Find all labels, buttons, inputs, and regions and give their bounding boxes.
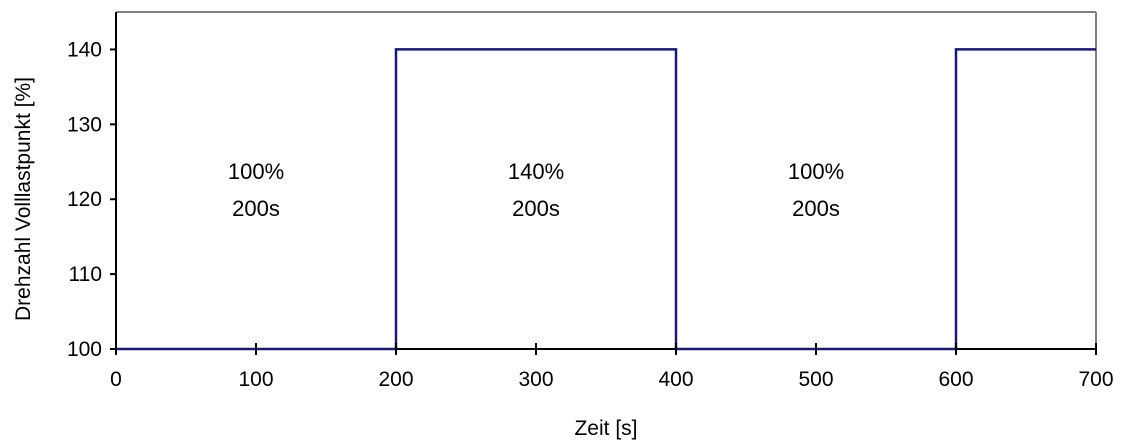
x-tick-label: 300 — [518, 368, 553, 391]
x-tick-label: 500 — [798, 368, 833, 391]
y-tick-label: 140 — [67, 38, 102, 61]
y-axis-ticks: 100 110 120 130 140 — [67, 38, 116, 361]
x-axis-ticks: 0 100 200 300 400 500 600 700 — [110, 343, 1114, 391]
series-group — [116, 48, 1096, 351]
y-tick-label: 120 — [67, 188, 102, 211]
annotations: 100% 200s 140% 200s 100% 200s — [228, 159, 844, 221]
x-tick-label: 700 — [1078, 368, 1113, 391]
x-axis-label: Zeit [s] — [574, 417, 637, 440]
segment-annotation-percent: 140% — [508, 159, 564, 184]
y-tick-label: 110 — [69, 263, 102, 286]
x-tick-label: 400 — [658, 368, 693, 391]
y-tick-label: 100 — [67, 338, 102, 361]
segment-annotation-duration: 200s — [232, 196, 280, 221]
x-tick-label: 100 — [238, 368, 273, 391]
y-tick-label: 130 — [67, 113, 102, 136]
x-tick-label: 200 — [378, 368, 413, 391]
series-line-0 — [116, 48, 1096, 351]
segment-annotation-percent: 100% — [788, 159, 844, 184]
segment-annotation-duration: 200s — [512, 196, 560, 221]
y-axis-label: Drehzahl Volllastpunkt [%] — [12, 77, 35, 321]
segment-annotation-percent: 100% — [228, 159, 284, 184]
x-tick-label: 600 — [938, 368, 973, 391]
segment-annotation-duration: 200s — [792, 196, 840, 221]
x-tick-label: 0 — [110, 368, 122, 391]
